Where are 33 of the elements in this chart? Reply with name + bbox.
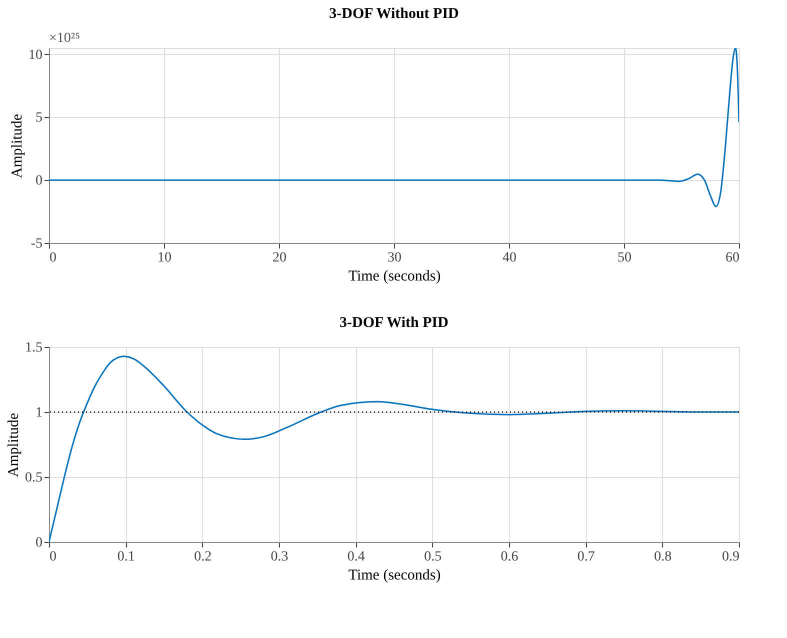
x-axis-title: Time (seconds): [348, 268, 441, 284]
x-tick-label: 0.7: [577, 550, 595, 564]
y-tick-label: -5: [30, 236, 42, 252]
x-tick-label: 0: [50, 250, 56, 266]
x-tick-label: 0.6: [500, 550, 518, 564]
y-axis-title: Amplitude: [6, 412, 22, 478]
y-axis-title: Amplitude: [10, 114, 26, 178]
x-tick-label: 60: [726, 250, 740, 266]
x-tick-label: 0.3: [270, 550, 288, 564]
x-tick-label: 0.2: [194, 550, 212, 564]
line-series: [49, 48, 739, 208]
x-tick-label: 50: [618, 250, 632, 266]
x-tick-label: 0.5: [424, 550, 442, 564]
text: ×10²⁵: [49, 31, 80, 46]
y-tick-label: 0: [36, 536, 42, 550]
x-tick-label: 0.4: [347, 550, 365, 564]
chart-title: 3-DOF Without PID: [329, 6, 460, 22]
x-tick-label: 10: [158, 250, 172, 266]
y-tick-label: 0.5: [25, 470, 42, 486]
x-tick-label: 0.8: [654, 550, 672, 564]
y-tick-label: 10: [28, 48, 42, 63]
x-tick-label: 0: [50, 550, 56, 564]
x-tick-label: 0.1: [117, 550, 135, 564]
y-tick-label: 5: [36, 110, 42, 126]
x-tick-label: 20: [272, 250, 286, 266]
x-tick-label: 40: [502, 250, 516, 266]
chart-title: 3-DOF With PID: [340, 315, 449, 331]
x-axis-title: Time (seconds): [348, 568, 441, 584]
y-tick-label: 0: [36, 174, 42, 189]
x-tick-label: 30: [388, 250, 402, 266]
y-tick-label: 1.5: [25, 340, 42, 356]
x-tick-label: 0.9: [722, 550, 740, 564]
y-tick-label: 1: [36, 406, 42, 420]
